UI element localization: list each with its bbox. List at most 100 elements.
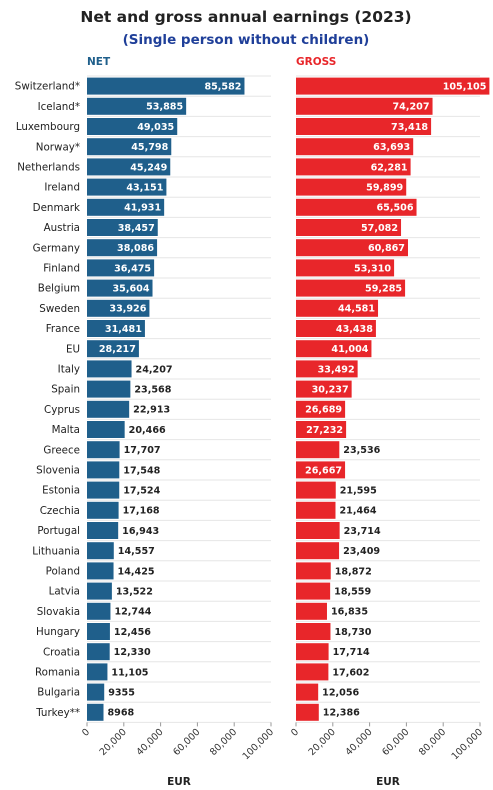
category-label: Hungary — [36, 626, 80, 638]
category-label: Austria — [44, 222, 80, 234]
gross-value-label: 73,418 — [391, 122, 428, 133]
gross-bar — [296, 623, 331, 640]
category-label: Ireland — [44, 182, 80, 194]
gross-bar — [296, 602, 327, 620]
gross-x-ticks: 0 20,000 40,000 60,000 80,000 100,000 — [289, 727, 485, 763]
gross-bar — [296, 522, 340, 539]
net-value-label: 28,217 — [99, 344, 136, 355]
category-label: Cyprus — [44, 404, 80, 416]
gross-value-label: 30,237 — [312, 385, 349, 396]
net-bar — [87, 219, 158, 236]
net-bar — [87, 380, 131, 398]
gross-bar — [296, 400, 346, 418]
gross-tick-label: 20,000 — [307, 727, 338, 758]
category-label: Estonia — [42, 485, 80, 497]
net-value-label: 22,913 — [133, 405, 170, 416]
gross-bar — [296, 198, 417, 216]
net-value-label: 38,457 — [118, 223, 155, 234]
net-tick-label: 80,000 — [208, 727, 239, 758]
net-value-label: 45,798 — [131, 142, 168, 153]
category-label: Finland — [43, 263, 80, 275]
gross-value-label: 105,105 — [443, 82, 487, 93]
gross-bar — [296, 542, 340, 560]
net-value-label: 33,926 — [109, 304, 146, 315]
gross-bar — [296, 501, 336, 519]
net-bar — [87, 340, 139, 358]
gross-value-label: 18,730 — [334, 627, 371, 638]
net-bar — [87, 643, 110, 661]
net-bar — [87, 138, 172, 156]
gross-tick-label: 40,000 — [343, 727, 374, 758]
net-value-label: 14,557 — [118, 546, 155, 557]
gross-bar — [296, 441, 340, 459]
net-value-label: 17,707 — [124, 445, 161, 456]
gross-value-label: 18,872 — [335, 566, 372, 577]
gross-bar — [296, 461, 346, 479]
net-bar — [87, 198, 165, 216]
gross-value-label: 59,285 — [365, 284, 402, 295]
category-label: Slovenia — [36, 465, 80, 477]
gross-value-label: 23,714 — [344, 526, 381, 537]
category-label: Germany — [33, 242, 80, 254]
gross-bar — [296, 340, 372, 358]
gross-value-label: 53,310 — [354, 263, 391, 274]
gross-value-label: 57,082 — [361, 223, 398, 234]
category-label: Denmark — [33, 202, 80, 214]
net-panel-label: NET — [87, 56, 111, 68]
net-bar — [87, 623, 110, 640]
gross-tick-label: 80,000 — [417, 727, 448, 758]
net-value-label: 35,604 — [112, 284, 149, 295]
category-label: Portugal — [37, 525, 80, 537]
gross-bar — [296, 582, 331, 600]
net-bar — [87, 158, 171, 176]
gross-bar — [296, 562, 331, 580]
category-label: Greece — [43, 444, 80, 456]
net-value-label: 12,744 — [114, 607, 151, 618]
category-label: Czechia — [40, 505, 80, 517]
gross-tick-label: 100,000 — [450, 727, 486, 763]
gross-bar — [296, 481, 336, 499]
net-x-ticks: 0 20,000 40,000 60,000 80,000 100,000 — [80, 727, 276, 763]
gross-value-label: 63,693 — [373, 142, 410, 153]
net-bar — [87, 562, 114, 580]
gross-value-label: 60,867 — [368, 243, 405, 254]
net-value-label: 11,105 — [111, 667, 148, 678]
category-label: Croatia — [43, 646, 80, 658]
category-label: Luxembourg — [16, 121, 80, 133]
category-label: Poland — [46, 566, 80, 578]
net-bar — [87, 279, 153, 297]
net-value-label: 17,168 — [123, 506, 160, 517]
net-bar — [87, 259, 155, 277]
net-value-label: 17,524 — [123, 486, 160, 497]
category-label: Italy — [58, 364, 80, 376]
net-value-label: 38,086 — [117, 243, 154, 254]
net-bar — [87, 77, 245, 95]
net-value-label: 12,456 — [114, 627, 151, 638]
gross-bar — [296, 118, 432, 135]
category-label: Slovakia — [37, 606, 80, 618]
net-bar — [87, 118, 178, 135]
gross-bar — [296, 299, 379, 317]
gross-tick-label: 60,000 — [380, 727, 411, 758]
gross-bar — [296, 360, 358, 378]
category-label: Turkey** — [35, 707, 80, 719]
gross-value-label: 26,689 — [305, 405, 342, 416]
gross-value-label: 17,602 — [332, 667, 369, 678]
net-tick-label: 60,000 — [171, 727, 202, 758]
gross-bar — [296, 138, 414, 156]
category-label: France — [46, 323, 80, 335]
net-bars: 85,582 53,885 49,035 45,798 45,249 43,151 41,9… — [87, 77, 245, 721]
gross-value-label: 33,492 — [318, 364, 355, 375]
net-value-label: 24,207 — [136, 364, 173, 375]
gross-value-label: 41,004 — [331, 344, 368, 355]
gross-panel-label: GROSS — [296, 56, 336, 68]
net-value-label: 41,931 — [124, 203, 161, 214]
net-bar — [87, 481, 120, 499]
net-bar — [87, 461, 120, 479]
gross-bar — [296, 421, 347, 438]
net-value-label: 49,035 — [137, 122, 174, 133]
gross-value-label: 26,667 — [305, 465, 342, 476]
net-bar — [87, 178, 167, 196]
net-bar — [87, 542, 114, 560]
net-bar — [87, 582, 112, 600]
